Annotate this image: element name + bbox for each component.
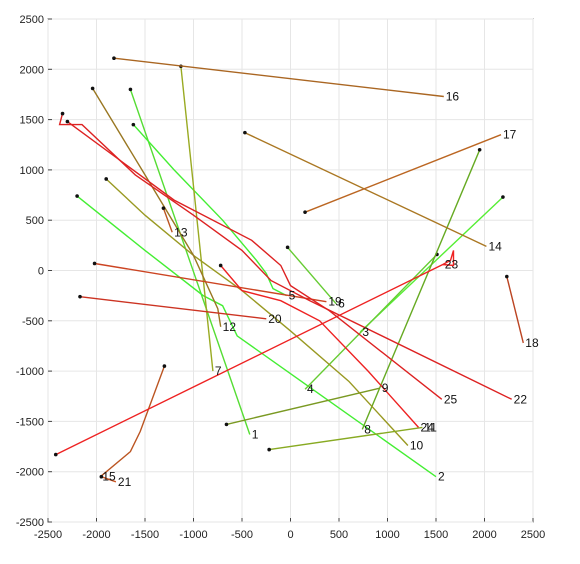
track-start-point-15 xyxy=(162,364,167,368)
x-tick-label: -1500 xyxy=(131,529,159,541)
y-tick-label: 2000 xyxy=(20,64,44,76)
track-start-point-9 xyxy=(224,422,229,427)
x-tick-label: 500 xyxy=(330,529,348,541)
track-12 xyxy=(92,88,222,327)
track-label-6: 6 xyxy=(338,297,345,311)
track-start-point-21 xyxy=(99,474,104,479)
track-2 xyxy=(76,195,437,478)
track-label-17: 17 xyxy=(503,128,517,142)
track-14 xyxy=(244,132,487,248)
track-label-3: 3 xyxy=(362,325,369,339)
track-11 xyxy=(269,426,423,451)
track-22 xyxy=(58,113,513,400)
y-tick-label: 0 xyxy=(38,266,44,278)
x-tick-label: 0 xyxy=(287,529,293,541)
track-6 xyxy=(287,246,337,305)
track-label-16: 16 xyxy=(446,89,460,103)
track-start-point-14 xyxy=(243,130,247,135)
track-label-22: 22 xyxy=(514,392,528,406)
track-start-point-22 xyxy=(60,111,65,116)
y-tick-label: 2500 xyxy=(20,14,44,26)
track-labels: 1234567891011121314151617181920212223242… xyxy=(102,89,539,488)
track-label-9: 9 xyxy=(382,381,389,395)
track-label-23: 23 xyxy=(445,257,459,271)
track-19 xyxy=(94,262,327,303)
track-label-24: 24 xyxy=(421,420,435,434)
track-label-15: 15 xyxy=(102,470,116,484)
track-24 xyxy=(220,265,420,428)
track-label-8: 8 xyxy=(364,422,371,436)
tracks xyxy=(53,56,524,483)
track-25 xyxy=(66,121,443,400)
track-start-point-16 xyxy=(112,56,116,61)
track-start-point-10 xyxy=(104,177,108,181)
track-23 xyxy=(55,250,455,456)
track-start-point-20 xyxy=(78,294,82,299)
track-20 xyxy=(79,296,267,320)
track-label-13: 13 xyxy=(174,225,188,239)
grid xyxy=(47,18,534,523)
track-label-11: 11 xyxy=(424,420,437,434)
tick-labels: -2500 -2000 -1500 -1000 -500 0 500 1000 1500 2000… xyxy=(16,14,545,541)
track-start-point-23 xyxy=(53,452,58,457)
track-label-19: 19 xyxy=(328,295,342,309)
x-tick-label: 1000 xyxy=(375,529,399,541)
track-start-point-24 xyxy=(218,263,223,268)
track-label-21: 21 xyxy=(118,475,132,489)
track-label-20: 20 xyxy=(268,312,282,326)
y-tick-label: 1000 xyxy=(20,165,44,177)
track-start-point-13 xyxy=(161,206,166,210)
track-label-2: 2 xyxy=(438,470,445,484)
x-tick-label: -1000 xyxy=(179,529,207,541)
track-start-point-25 xyxy=(65,119,70,124)
x-tick-label: -2500 xyxy=(34,529,62,541)
track-label-10: 10 xyxy=(410,439,424,453)
track-label-1: 1 xyxy=(252,427,259,441)
track-start-point-11 xyxy=(267,447,271,452)
track-start-point-1 xyxy=(128,87,133,92)
y-tick-label: -1000 xyxy=(16,366,44,378)
track-9 xyxy=(226,387,380,426)
x-tick-label: -500 xyxy=(231,529,253,541)
y-tick-label: -2000 xyxy=(16,467,44,479)
track-15 xyxy=(99,365,166,478)
track-start-point-3 xyxy=(501,195,505,199)
track-17 xyxy=(304,134,502,213)
track-label-4: 4 xyxy=(307,382,314,396)
track-start-point-2 xyxy=(75,194,79,198)
track-start-point-6 xyxy=(285,245,290,250)
y-tick-label: 500 xyxy=(26,215,44,227)
track-start-point-18 xyxy=(505,274,509,279)
track-4 xyxy=(304,253,438,390)
track-start-point-12 xyxy=(90,86,95,91)
track-start-point-17 xyxy=(303,210,307,214)
y-tick-label: -500 xyxy=(22,316,44,328)
track-7 xyxy=(180,66,214,372)
x-tick-label: 2000 xyxy=(472,529,496,541)
x-tick-label: 2500 xyxy=(521,529,545,541)
track-21 xyxy=(101,476,117,483)
track-label-7: 7 xyxy=(215,364,222,378)
track-label-14: 14 xyxy=(488,239,502,253)
track-16 xyxy=(113,57,444,98)
y-tick-label: -2500 xyxy=(16,517,44,529)
y-tick-label: 1500 xyxy=(20,115,44,127)
track-18 xyxy=(506,276,524,344)
track-label-5: 5 xyxy=(289,289,296,303)
x-tick-label: 1500 xyxy=(424,529,448,541)
track-label-18: 18 xyxy=(525,336,539,350)
track-13 xyxy=(162,207,173,233)
track-label-25: 25 xyxy=(444,392,458,406)
track-start-point-19 xyxy=(92,261,97,266)
track-8 xyxy=(361,149,481,430)
track-1 xyxy=(129,89,251,435)
track-start-point-5 xyxy=(131,122,136,127)
x-tick-label: -2000 xyxy=(82,529,110,541)
track-label-12: 12 xyxy=(223,320,237,334)
y-tick-label: -1500 xyxy=(16,416,44,428)
track-5 xyxy=(132,124,287,297)
track-start-point-8 xyxy=(477,147,482,152)
